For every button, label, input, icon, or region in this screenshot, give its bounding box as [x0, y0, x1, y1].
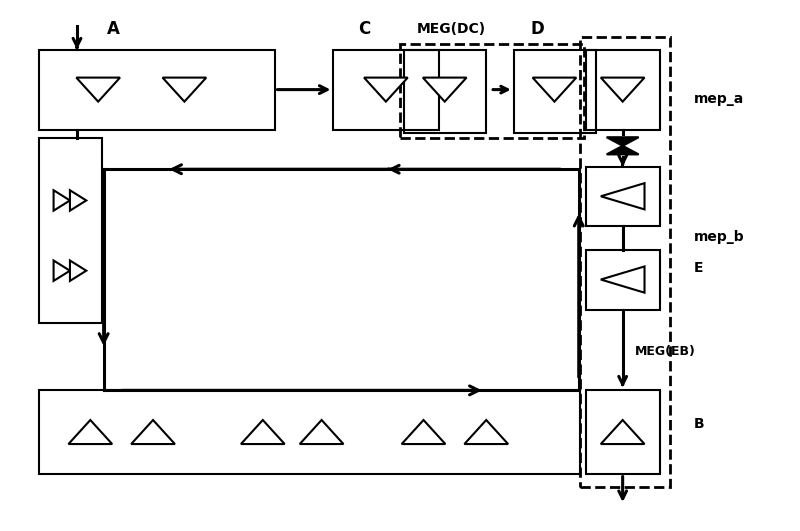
- Polygon shape: [70, 190, 86, 211]
- Polygon shape: [76, 78, 120, 101]
- Bar: [586, 250, 660, 310]
- Bar: [586, 167, 660, 227]
- Bar: [586, 49, 660, 130]
- Bar: [400, 45, 584, 138]
- Polygon shape: [601, 420, 645, 444]
- Polygon shape: [70, 261, 86, 281]
- Text: D: D: [530, 20, 544, 38]
- Text: B: B: [694, 417, 705, 431]
- Polygon shape: [402, 420, 446, 444]
- Bar: [586, 390, 660, 474]
- Text: mep_a: mep_a: [694, 92, 744, 106]
- Bar: [404, 49, 486, 133]
- Bar: [39, 49, 274, 130]
- Polygon shape: [601, 78, 645, 101]
- Polygon shape: [606, 146, 638, 155]
- Text: mep_b: mep_b: [694, 230, 745, 244]
- Polygon shape: [364, 78, 408, 101]
- Bar: [39, 390, 580, 474]
- Text: E: E: [694, 261, 703, 275]
- Polygon shape: [241, 420, 285, 444]
- Polygon shape: [601, 183, 645, 209]
- Bar: [334, 49, 439, 130]
- Polygon shape: [69, 420, 112, 444]
- Polygon shape: [601, 267, 645, 293]
- Polygon shape: [533, 78, 576, 101]
- Polygon shape: [300, 420, 343, 444]
- Text: A: A: [107, 20, 120, 38]
- Polygon shape: [162, 78, 206, 101]
- Text: C: C: [358, 20, 371, 38]
- Polygon shape: [54, 261, 70, 281]
- Text: MEG(EB): MEG(EB): [635, 345, 696, 358]
- Bar: [514, 49, 596, 133]
- Polygon shape: [131, 420, 175, 444]
- Polygon shape: [464, 420, 508, 444]
- Bar: [39, 138, 102, 323]
- Polygon shape: [423, 78, 466, 101]
- Polygon shape: [606, 137, 638, 146]
- Text: MEG(DC): MEG(DC): [416, 22, 486, 36]
- Bar: [580, 37, 670, 486]
- Polygon shape: [54, 190, 70, 211]
